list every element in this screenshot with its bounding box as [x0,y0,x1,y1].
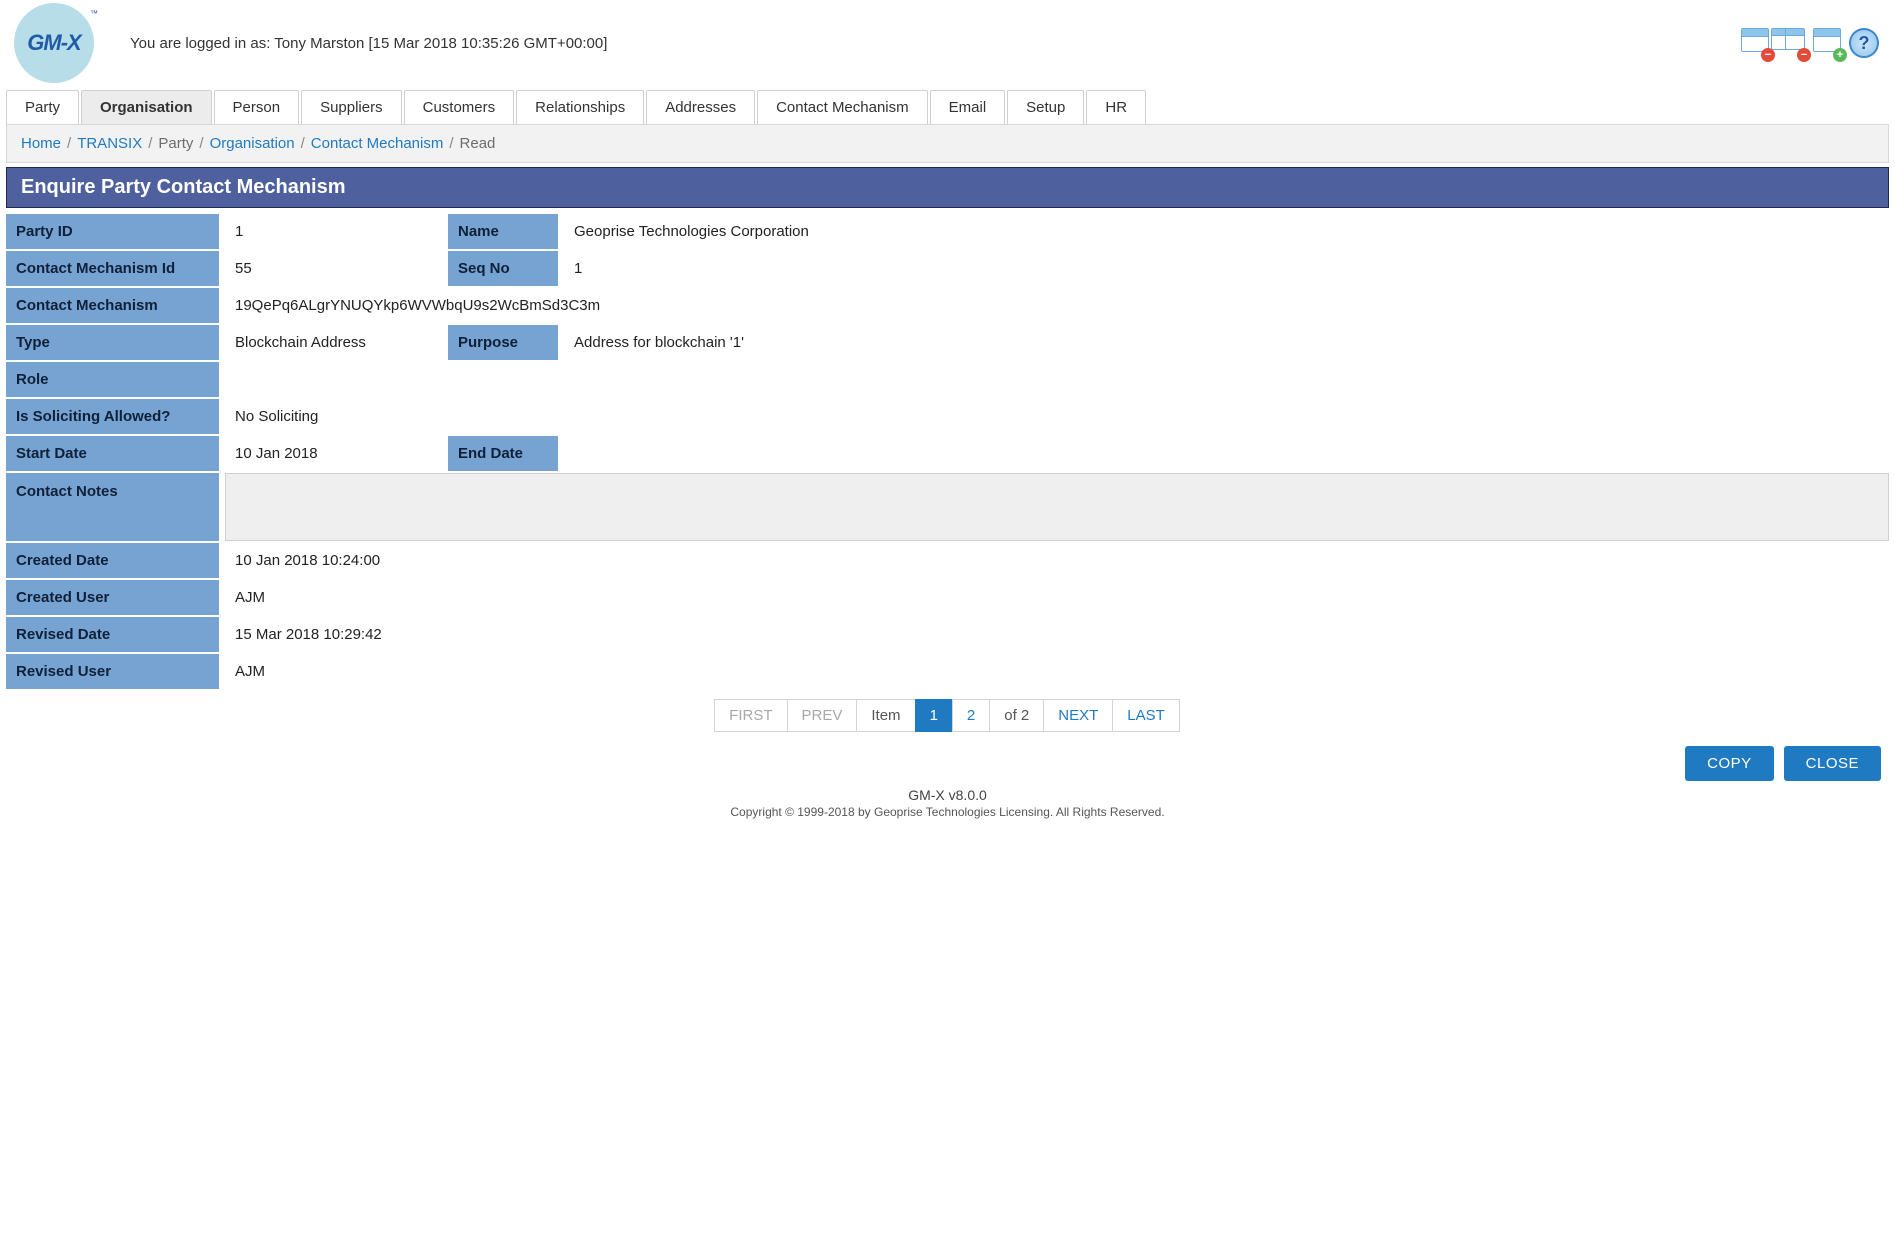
close-all-icon[interactable]: − [1777,28,1807,58]
breadcrumb-transix[interactable]: TRANSIX [77,135,142,152]
tab-bar: Party Organisation Person Suppliers Cust… [0,90,1895,124]
label-contact-mech: Contact Mechanism [6,288,219,323]
breadcrumb-sep: / [199,135,203,152]
value-party-id: 1 [225,214,442,249]
tab-person[interactable]: Person [214,90,300,124]
value-name: Geoprise Technologies Corporation [564,214,1889,249]
value-seq-no: 1 [564,251,1889,286]
tab-hr[interactable]: HR [1086,90,1146,124]
tab-addresses[interactable]: Addresses [646,90,755,124]
row-contact-mech: Contact Mechanism 19QePq6ALgrYNUQYkp6WVW… [6,288,1889,323]
pager-first[interactable]: FIRST [714,699,787,732]
footer: GM-X v8.0.0 Copyright © 1999-2018 by Geo… [6,787,1889,819]
breadcrumb: Home / TRANSIX / Party / Organisation / … [6,124,1889,163]
row-soliciting: Is Soliciting Allowed? No Soliciting [6,399,1889,434]
tab-party[interactable]: Party [6,90,79,124]
breadcrumb-home[interactable]: Home [21,135,61,152]
label-start-date: Start Date [6,436,219,471]
row-revised-date: Revised Date 15 Mar 2018 10:29:42 [6,617,1889,652]
label-party-id: Party ID [6,214,219,249]
close-page-icon[interactable]: − [1741,28,1771,58]
breadcrumb-contact-mechanism[interactable]: Contact Mechanism [311,135,444,152]
pager: FIRST PREV Item 1 2 of 2 NEXT LAST [6,699,1889,732]
breadcrumb-sep: / [301,135,305,152]
label-soliciting: Is Soliciting Allowed? [6,399,219,434]
row-contact-notes: Contact Notes [6,473,1889,541]
help-icon[interactable]: ? [1849,28,1879,58]
pager-page-2[interactable]: 2 [952,699,990,732]
breadcrumb-read: Read [460,135,496,152]
tab-organisation[interactable]: Organisation [81,90,212,124]
form-block: Party ID 1 Name Geoprise Technologies Co… [6,208,1889,689]
label-seq-no: Seq No [448,251,558,286]
logo[interactable]: GM-X ™ [8,4,100,82]
pager-prev[interactable]: PREV [787,699,858,732]
main: Enquire Party Contact Mechanism Party ID… [6,167,1889,819]
header-left: GM-X ™ You are logged in as: Tony Marsto… [8,4,607,82]
breadcrumb-sep: / [449,135,453,152]
tab-contact-mechanism[interactable]: Contact Mechanism [757,90,928,124]
pager-last[interactable]: LAST [1112,699,1180,732]
logo-trademark: ™ [90,9,98,18]
pager-of: of 2 [989,699,1044,732]
label-revised-user: Revised User [6,654,219,689]
value-soliciting: No Soliciting [225,399,1889,434]
breadcrumb-organisation[interactable]: Organisation [210,135,295,152]
breadcrumb-sep: / [67,135,71,152]
copy-button[interactable]: COPY [1685,746,1774,781]
label-purpose: Purpose [448,325,558,360]
label-contact-mech-id: Contact Mechanism Id [6,251,219,286]
value-contact-mech: 19QePq6ALgrYNUQYkp6WVWbqU9s2WcBmSd3C3m [225,288,1889,323]
row-type: Type Blockchain Address Purpose Address … [6,325,1889,360]
new-page-icon[interactable]: + [1813,28,1843,58]
value-created-user: AJM [225,580,1889,615]
close-button[interactable]: CLOSE [1784,746,1881,781]
value-created-date: 10 Jan 2018 10:24:00 [225,543,1889,578]
value-revised-date: 15 Mar 2018 10:29:42 [225,617,1889,652]
pager-page-1[interactable]: 1 [915,699,953,732]
label-created-date: Created Date [6,543,219,578]
row-contact-mech-id: Contact Mechanism Id 55 Seq No 1 [6,251,1889,286]
footer-copyright: Copyright © 1999-2018 by Geoprise Techno… [6,805,1889,819]
label-contact-notes: Contact Notes [6,473,219,541]
breadcrumb-party: Party [158,135,193,152]
tab-setup[interactable]: Setup [1007,90,1084,124]
pager-next[interactable]: NEXT [1043,699,1113,732]
value-contact-mech-id: 55 [225,251,442,286]
value-purpose: Address for blockchain '1' [564,325,1889,360]
row-role: Role [6,362,1889,397]
tab-email[interactable]: Email [930,90,1006,124]
pager-item-label: Item [856,699,915,732]
value-contact-notes [225,473,1889,541]
value-type: Blockchain Address [225,325,442,360]
tab-relationships[interactable]: Relationships [516,90,644,124]
label-end-date: End Date [448,436,558,471]
label-role: Role [6,362,219,397]
label-revised-date: Revised Date [6,617,219,652]
tab-suppliers[interactable]: Suppliers [301,90,402,124]
row-start-date: Start Date 10 Jan 2018 End Date [6,436,1889,471]
panel-title: Enquire Party Contact Mechanism [6,167,1889,208]
label-name: Name [448,214,558,249]
value-start-date: 10 Jan 2018 [225,436,442,471]
login-message: You are logged in as: Tony Marston [15 M… [130,35,607,52]
breadcrumb-sep: / [148,135,152,152]
header-icons: − − + ? [1741,28,1887,58]
footer-version: GM-X v8.0.0 [6,787,1889,803]
value-role [225,362,1889,397]
value-end-date [564,436,1889,471]
row-revised-user: Revised User AJM [6,654,1889,689]
header: GM-X ™ You are logged in as: Tony Marsto… [0,0,1895,82]
action-buttons: COPY CLOSE [6,746,1881,781]
row-created-user: Created User AJM [6,580,1889,615]
row-party-id: Party ID 1 Name Geoprise Technologies Co… [6,214,1889,249]
tab-customers[interactable]: Customers [404,90,515,124]
label-created-user: Created User [6,580,219,615]
label-type: Type [6,325,219,360]
value-revised-user: AJM [225,654,1889,689]
row-created-date: Created Date 10 Jan 2018 10:24:00 [6,543,1889,578]
logo-text: GM-X [27,30,80,56]
